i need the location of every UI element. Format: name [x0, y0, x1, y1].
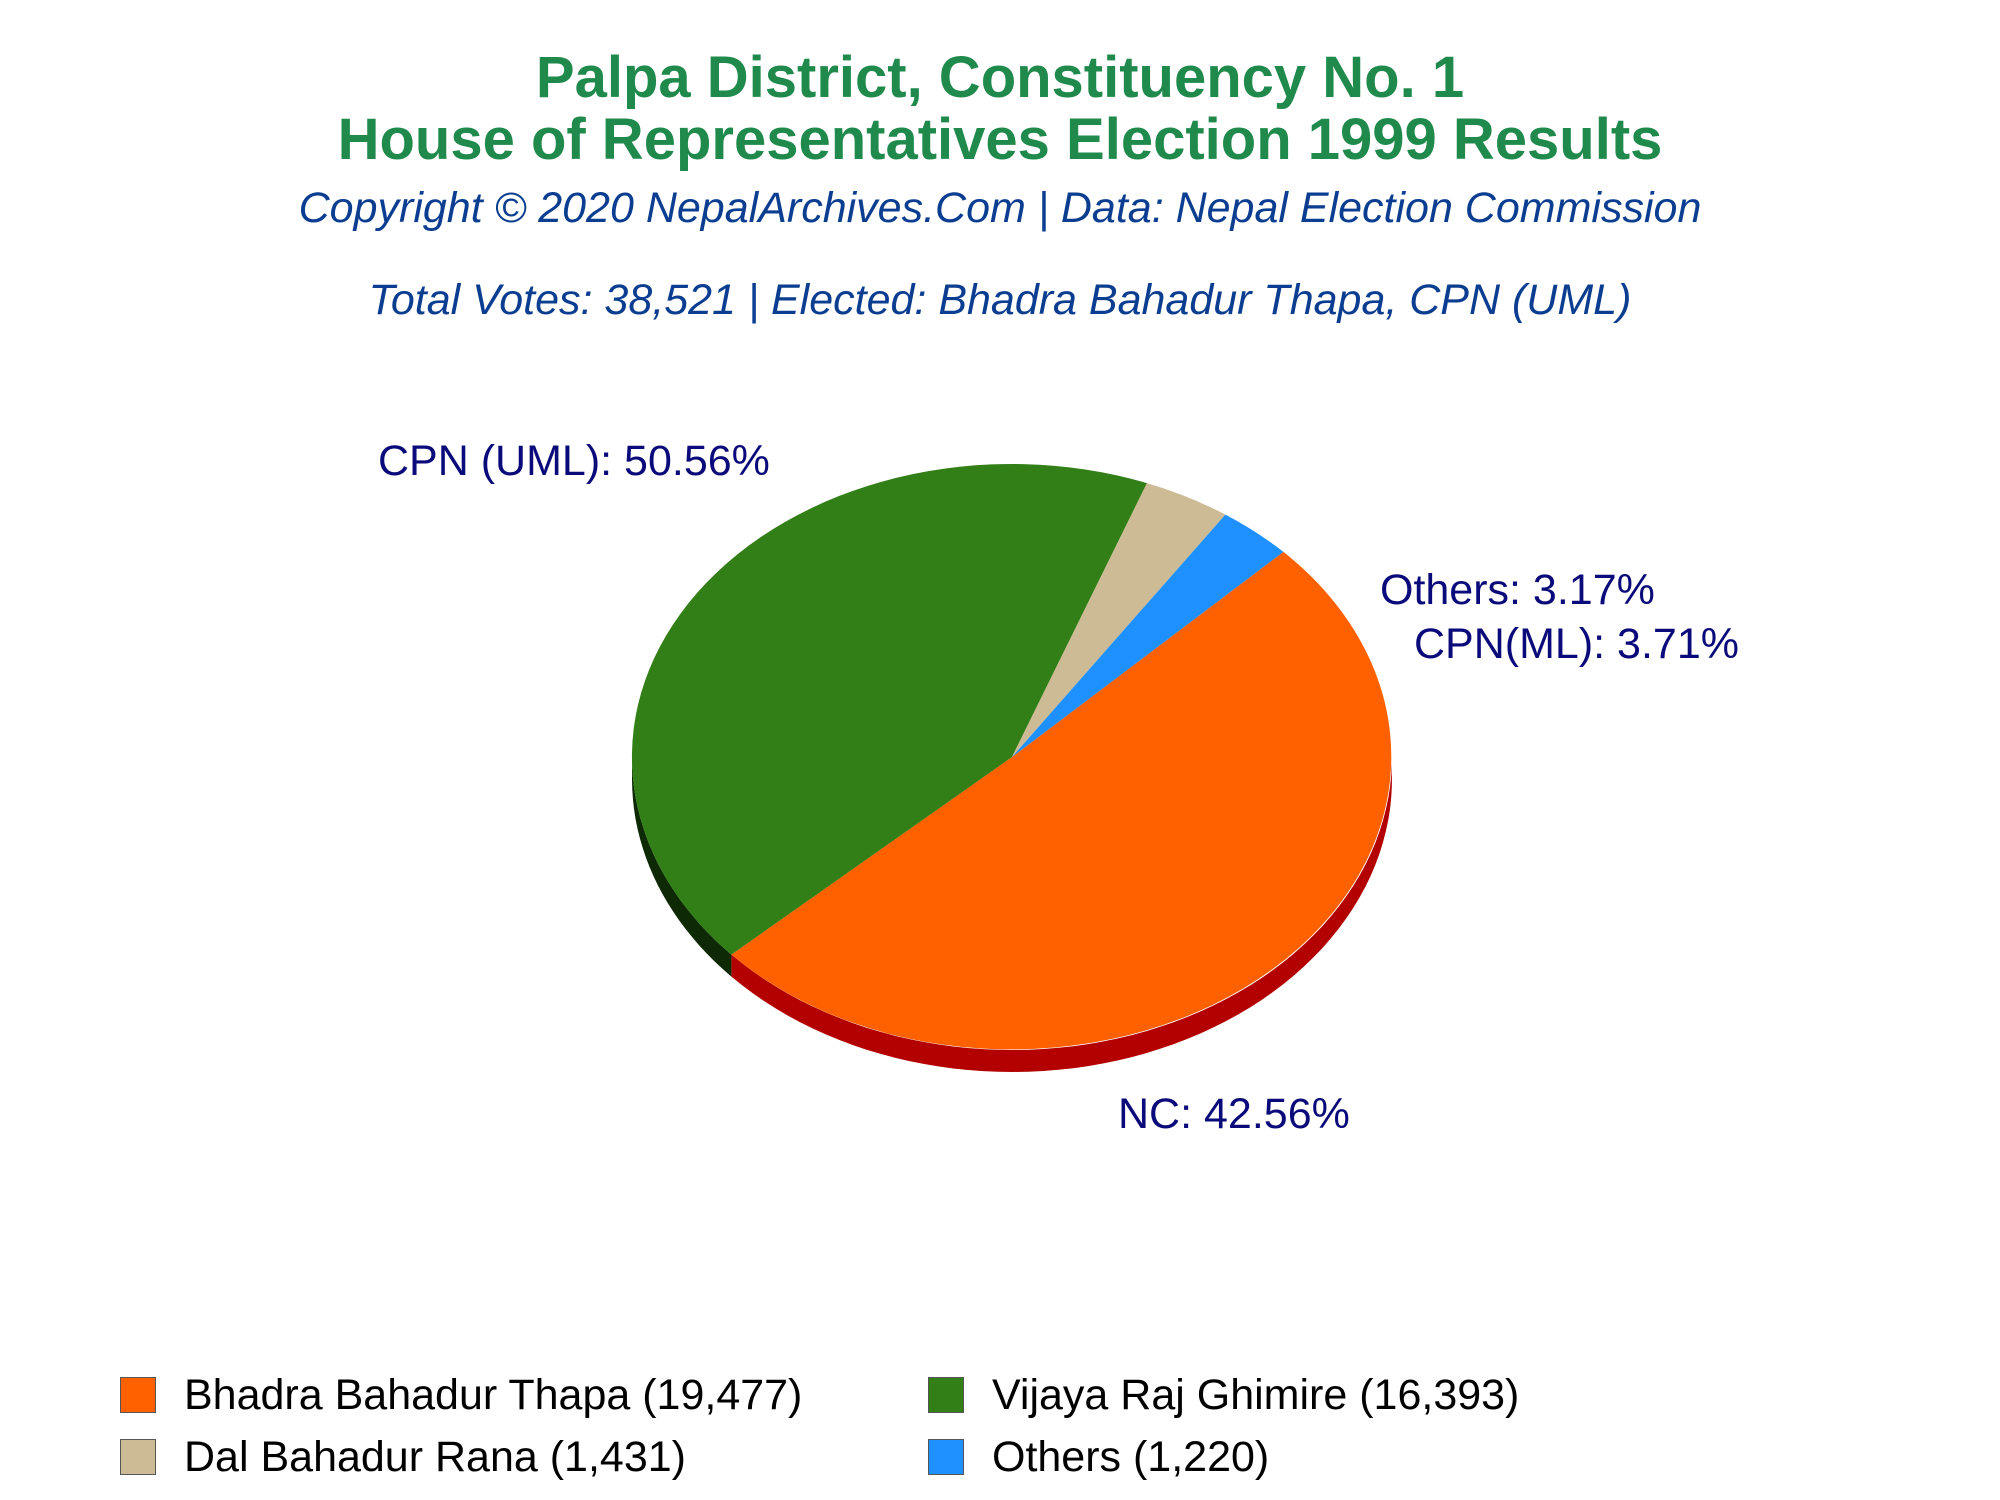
- legend-swatch: [928, 1439, 964, 1475]
- legend-label: Dal Bahadur Rana (1,431): [184, 1432, 686, 1481]
- slice-label-nc: NC: 42.56%: [1118, 1090, 1350, 1138]
- legend-item-thapa: Bhadra Bahadur Thapa (19,477): [120, 1370, 802, 1420]
- legend-label: Bhadra Bahadur Thapa (19,477): [184, 1370, 803, 1419]
- legend-label: Vijaya Raj Ghimire (16,393): [992, 1370, 1520, 1419]
- legend-item-others: Others (1,220): [928, 1432, 1269, 1482]
- legend-swatch: [120, 1439, 156, 1475]
- pie-labels: CPN (UML): 50.56% NC: 42.56% CPN(ML): 3.71…: [378, 437, 1739, 1138]
- pie-slices: [631, 463, 1392, 1050]
- pie-slice-others: [1012, 514, 1284, 757]
- legend-label: Others (1,220): [992, 1432, 1270, 1481]
- pie-slice-nc: [631, 463, 1147, 955]
- legend-swatch: [120, 1377, 156, 1413]
- pie-slice-cpn-ml: [1012, 483, 1226, 757]
- legend-item-rana: Dal Bahadur Rana (1,431): [120, 1432, 686, 1482]
- pie-side-nc: [632, 758, 732, 977]
- summary-text: Total Votes: 38,521 | Elected: Bhadra Ba…: [368, 276, 1632, 324]
- pie-depth: [632, 758, 1392, 1072]
- legend-item-ghimire: Vijaya Raj Ghimire (16,393): [928, 1370, 1519, 1420]
- chart-title-line1: Palpa District, Constituency No. 1: [535, 45, 1465, 110]
- slice-label-cpn-ml: CPN(ML): 3.71%: [1414, 620, 1739, 668]
- legend-swatch: [928, 1377, 964, 1413]
- pie-slice-cpn-uml: [731, 551, 1392, 1050]
- slice-label-others: Others: 3.17%: [1380, 566, 1655, 614]
- pie-chart: CPN (UML): 50.56% NC: 42.56% CPN(ML): 3.71…: [378, 437, 1739, 1138]
- chart-title-line2: House of Representatives Election 1999 R…: [337, 107, 1663, 172]
- copyright-text: Copyright © 2020 NepalArchives.Com | Dat…: [298, 184, 1702, 232]
- slice-label-cpn-uml: CPN (UML): 50.56%: [378, 437, 770, 485]
